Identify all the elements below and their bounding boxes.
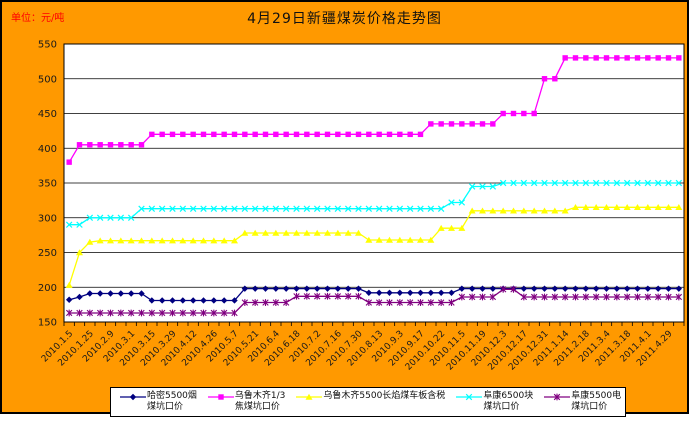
legend-item-2: 乌鲁木齐5500长焰煤车板含税 — [295, 391, 445, 402]
svg-text:400: 400 — [38, 144, 57, 155]
legend-label: 乌鲁木齐1/3 焦煤坑口价 — [234, 391, 286, 412]
svg-text:500: 500 — [38, 74, 57, 85]
series-markers-0 — [65, 285, 683, 304]
svg-text:250: 250 — [38, 248, 57, 259]
series-markers-3 — [65, 179, 683, 228]
price-trend-plot: 150 200 250 300 350 400 450 500 550 2010.1.52010.… — [38, 40, 685, 373]
chart-legend: 哈密5500烟 煤坑口价 乌鲁木齐1/3 焦煤坑口价 乌鲁木齐5500长焰煤车板含税 阜康… — [110, 387, 626, 417]
series-line-3 — [69, 182, 679, 226]
legend-marker-x-icon — [456, 393, 483, 401]
x-axis-ticks — [63, 322, 685, 326]
legend-label: 乌鲁木齐5500长焰煤车板含税 — [323, 391, 446, 401]
legend-item-4: 阜康5500电 煤坑口价 — [543, 391, 621, 413]
series-1 — [66, 55, 682, 165]
svg-text:200: 200 — [38, 283, 57, 294]
svg-text:350: 350 — [38, 179, 57, 190]
y-axis-labels: 150 200 250 300 350 400 450 500 550 — [38, 40, 57, 329]
legend-marker-star-icon — [544, 393, 571, 401]
series-2 — [65, 204, 683, 288]
legend-item-3: 阜康6500块 煤坑口价 — [455, 391, 533, 413]
series-markers-2 — [65, 204, 683, 288]
legend-label: 阜康6500块 煤坑口价 — [483, 391, 534, 412]
chart-title: 4月29日新疆煤炭价格走势图 — [247, 11, 442, 27]
legend-item-1: 乌鲁木齐1/3 焦煤坑口价 — [207, 391, 286, 413]
legend-marker-diamond-icon — [120, 393, 146, 401]
series-markers-1 — [66, 55, 682, 165]
legend-label: 哈密5500烟 煤坑口价 — [147, 391, 197, 412]
series-0 — [65, 285, 683, 304]
legend-item-0: 哈密5500烟 煤坑口价 — [119, 391, 197, 413]
svg-text:450: 450 — [38, 109, 57, 120]
legend-label: 阜康5500电 煤坑口价 — [571, 391, 622, 412]
series-4 — [65, 285, 683, 317]
x-axis-labels: 2010.1.52010.1.252010.2.92010.3.12010.3.… — [40, 329, 675, 373]
svg-text:550: 550 — [38, 40, 57, 51]
series-markers-4 — [65, 285, 683, 317]
svg-text:150: 150 — [38, 318, 57, 329]
series-line-4 — [69, 288, 679, 314]
legend-marker-triangle-icon — [296, 393, 323, 400]
legend-marker-square-icon — [207, 394, 234, 400]
unit-label: 单位：元/吨 — [11, 13, 65, 24]
svg-text:300: 300 — [38, 213, 57, 224]
series-3 — [65, 179, 683, 228]
